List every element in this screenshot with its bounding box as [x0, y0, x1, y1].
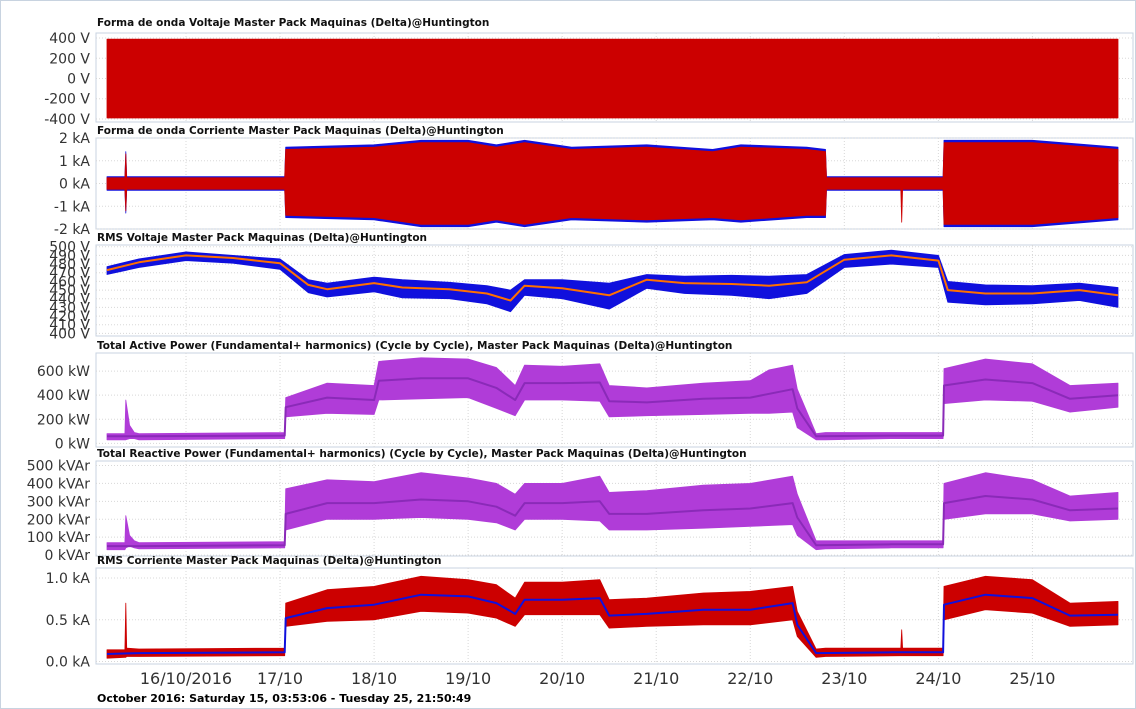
y-tick-label: 0.5 kA — [46, 613, 91, 629]
x-tick-label: 20/10 — [539, 669, 585, 688]
series-line — [106, 254, 1119, 302]
x-tick-label: 21/10 — [633, 669, 679, 688]
y-tick-label: 420 V — [49, 309, 90, 325]
y-tick-label: 0 kW — [55, 436, 90, 452]
series-band — [106, 575, 1119, 659]
panel-title: RMS Voltaje Master Pack Maquinas (Delta)… — [97, 232, 427, 244]
y-tick-label: 300 kVAr — [27, 494, 91, 510]
panel-title: Forma de onda Corriente Master Pack Maqu… — [97, 125, 504, 137]
panel-title: RMS Corriente Master Pack Maquinas (Delt… — [97, 555, 441, 567]
x-tick-label: 18/10 — [351, 669, 397, 688]
series-band — [106, 38, 1119, 119]
series-band — [106, 249, 1119, 313]
series-band — [106, 357, 1119, 441]
panel-title: Forma de onda Voltaje Master Pack Maquin… — [97, 17, 489, 29]
time-range-label: October 2016: Saturday 15, 03:53:06 - Tu… — [97, 692, 472, 705]
y-tick-label: 460 V — [49, 274, 90, 290]
x-tick-label: 24/10 — [915, 669, 961, 688]
x-tick-label: 19/10 — [445, 669, 491, 688]
y-tick-label: 0 kVAr — [45, 548, 91, 564]
y-tick-label: 400 V — [49, 31, 90, 47]
y-tick-label: 0 kA — [59, 177, 90, 193]
y-tick-label: 0 V — [67, 72, 90, 88]
y-tick-label: 500 kVAr — [27, 458, 91, 474]
y-tick-label: 470 V — [49, 266, 90, 282]
y-tick-label: 480 V — [49, 257, 90, 273]
y-tick-label: 400 V — [49, 326, 90, 342]
series-line — [107, 495, 1119, 548]
series-line — [107, 377, 1119, 438]
y-tick-label: 0.0 kA — [46, 654, 91, 670]
x-tick-label: 23/10 — [821, 669, 867, 688]
y-tick-label: -1 kA — [54, 199, 91, 215]
y-tick-label: 400 kW — [37, 388, 90, 404]
series-band — [106, 142, 1119, 225]
y-tick-label: 440 V — [49, 292, 90, 308]
y-tick-label: 200 V — [49, 51, 90, 67]
series-line — [106, 593, 1119, 655]
y-tick-label: 410 V — [49, 318, 90, 334]
x-tick-label: 25/10 — [1009, 669, 1055, 688]
y-tick-label: 100 kVAr — [27, 530, 91, 546]
y-tick-label: 200 kW — [37, 412, 90, 428]
x-tick-label: 16/10/2016 — [140, 669, 232, 688]
y-tick-label: 600 kW — [37, 364, 90, 380]
y-tick-label: -2 kA — [54, 222, 91, 238]
y-tick-label: 200 kVAr — [27, 512, 91, 528]
y-tick-label: -200 V — [44, 92, 90, 108]
x-tick-label: 22/10 — [727, 669, 773, 688]
y-tick-label: -400 V — [44, 112, 90, 128]
panel-title: Total Active Power (Fundamental+ harmoni… — [97, 340, 732, 352]
panel-title: Total Reactive Power (Fundamental+ harmo… — [97, 448, 747, 460]
y-tick-label: 1 kA — [59, 154, 90, 170]
y-tick-label: 490 V — [49, 248, 90, 264]
y-tick-label: 1.0 kA — [46, 571, 91, 587]
series-band — [106, 472, 1119, 551]
y-tick-label: 2 kA — [59, 131, 90, 147]
y-tick-label: 430 V — [49, 300, 90, 316]
y-tick-label: 500 V — [49, 240, 90, 256]
y-tick-label: 450 V — [49, 283, 90, 299]
y-tick-label: 400 kVAr — [27, 476, 91, 492]
x-tick-label: 17/10 — [257, 669, 303, 688]
